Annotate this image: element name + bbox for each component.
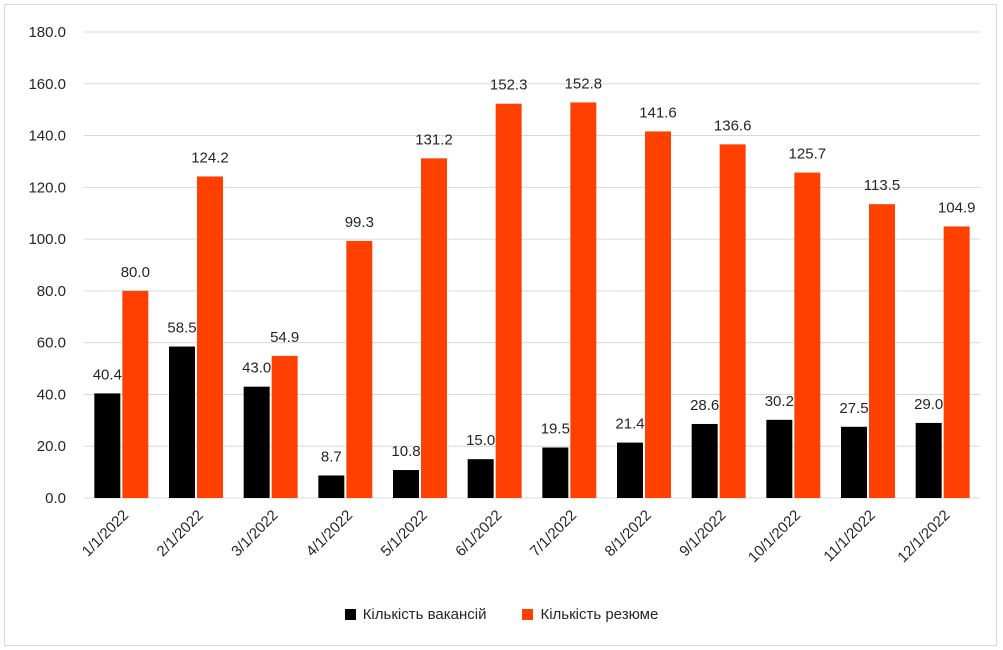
x-tick-label: 8/1/2022	[602, 507, 655, 560]
data-label-resumes: 141.6	[639, 104, 677, 121]
data-label-vacancies: 40.4	[93, 366, 122, 383]
y-tick-label: 40.0	[37, 386, 66, 403]
bar-resumes	[719, 144, 746, 498]
x-tick-label: 3/1/2022	[228, 507, 281, 560]
data-label-resumes: 125.7	[789, 146, 827, 163]
gridlines	[84, 31, 980, 499]
x-tick-label: 7/1/2022	[527, 507, 580, 560]
bar-vacancies	[243, 386, 270, 498]
x-tick-label: 5/1/2022	[378, 507, 431, 560]
bar-vacancies	[617, 442, 643, 498]
data-label-vacancies: 29.0	[914, 396, 943, 413]
y-tick-label: 140.0	[28, 128, 66, 145]
legend-item-resumes: Кількість резюме	[522, 606, 658, 623]
data-label-vacancies: 10.8	[391, 443, 420, 460]
bar-vacancies	[691, 423, 718, 498]
bar-vacancies	[393, 470, 419, 498]
x-tick-label: 4/1/2022	[303, 507, 356, 560]
bar-vacancies	[766, 419, 793, 498]
data-label-vacancies: 27.5	[839, 400, 868, 417]
data-label-resumes: 54.9	[270, 329, 299, 346]
bar-resumes	[197, 176, 223, 498]
x-tick-label: 6/1/2022	[452, 507, 505, 560]
data-label-vacancies: 15.0	[466, 432, 495, 449]
data-label-resumes: 131.2	[415, 131, 453, 148]
data-label-resumes: 113.5	[864, 177, 900, 194]
bar-resumes	[570, 102, 597, 498]
legend-label-vacancies: Кількість вакансій	[362, 606, 487, 623]
bar-vacancies	[467, 459, 494, 498]
bar-resumes	[645, 131, 671, 498]
bar-vacancies	[542, 447, 569, 498]
bars	[94, 102, 970, 499]
data-label-vacancies: 43.0	[242, 360, 271, 377]
data-label-resumes: 136.6	[714, 117, 752, 134]
data-label-resumes: 124.2	[191, 149, 229, 166]
data-label-resumes: 99.3	[345, 214, 374, 231]
bar-vacancies	[169, 346, 195, 498]
data-label-vacancies: 21.4	[615, 416, 644, 433]
bar-vacancies	[94, 393, 121, 498]
bar-vacancies	[841, 426, 867, 498]
bar-vacancies	[318, 475, 345, 498]
data-label-vacancies: 8.7	[321, 448, 342, 465]
y-tick-label: 0.0	[45, 490, 66, 507]
data-labels: 40.4 80.0 58.5 124.2 43.0 54.9 8.7 99.3 10.8 131.…	[93, 75, 976, 465]
data-label-resumes: 80.0	[121, 264, 150, 281]
bar-resumes	[122, 290, 149, 498]
bar-resumes	[869, 204, 895, 498]
bar-chart: 0.0 20.0 40.0 60.0 80.0 100.0 120.0 140.0 160.0 1…	[28, 24, 980, 566]
bar-vacancies	[915, 422, 942, 498]
y-tick-label: 60.0	[37, 335, 66, 352]
bar-resumes	[794, 172, 821, 498]
x-axis-ticks: 1/1/2022 2/1/2022 3/1/2022 4/1/2022 5/1/2022…	[79, 507, 954, 566]
data-label-vacancies: 19.5	[541, 421, 570, 438]
legend-swatch-vacancies	[344, 609, 356, 620]
data-label-vacancies: 30.2	[765, 393, 794, 410]
y-axis-ticks: 0.0 20.0 40.0 60.0 80.0 100.0 120.0 140.0 160.0 1…	[28, 24, 66, 507]
legend-item-vacancies: Кількість вакансій	[344, 606, 487, 623]
y-tick-label: 100.0	[28, 231, 66, 248]
legend-swatch-resumes	[522, 609, 534, 620]
legend: Кількість вакансій Кількість резюме	[0, 606, 1003, 623]
x-tick-label: 12/1/2022	[894, 507, 953, 566]
x-tick-label: 1/1/2022	[79, 507, 132, 560]
x-tick-label: 9/1/2022	[676, 507, 729, 560]
bar-resumes	[346, 240, 373, 498]
y-tick-label: 160.0	[28, 76, 66, 93]
y-tick-label: 120.0	[28, 179, 66, 196]
y-tick-label: 180.0	[28, 24, 66, 41]
legend-label-resumes: Кількість резюме	[540, 606, 659, 623]
x-tick-label: 10/1/2022	[745, 507, 804, 566]
data-label-resumes: 104.9	[938, 199, 976, 216]
x-tick-label: 11/1/2022	[820, 507, 878, 565]
data-label-resumes: 152.8	[565, 75, 603, 92]
bar-resumes	[271, 355, 298, 498]
data-label-vacancies: 58.5	[167, 320, 196, 337]
bar-resumes	[495, 103, 522, 498]
data-label-resumes: 152.3	[490, 77, 528, 94]
data-label-vacancies: 28.6	[690, 397, 719, 414]
y-tick-label: 20.0	[37, 438, 66, 455]
x-tick-label: 2/1/2022	[154, 507, 207, 560]
y-tick-label: 80.0	[37, 283, 66, 300]
bar-resumes	[421, 158, 447, 499]
bar-resumes	[943, 226, 970, 499]
